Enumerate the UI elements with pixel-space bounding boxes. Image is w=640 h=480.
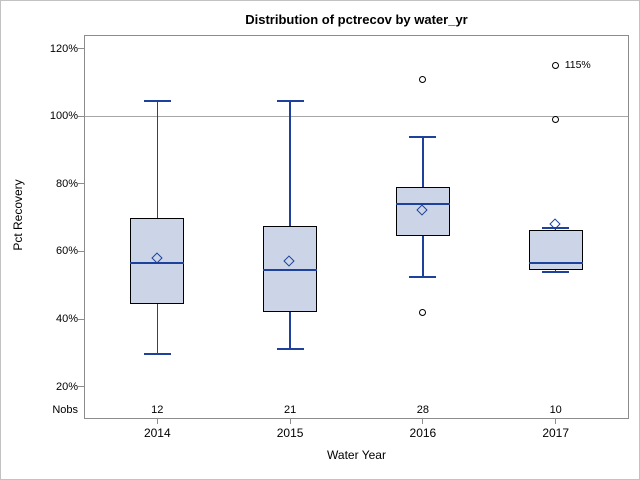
whisker-max-cap-2016 xyxy=(409,135,437,138)
whisker-min-cap-2016 xyxy=(409,275,437,278)
y-tick-label: 60% xyxy=(55,245,78,258)
y-tick-mark xyxy=(78,48,84,50)
outlier-2017 xyxy=(552,116,560,124)
x-tick-label: 2014 xyxy=(143,426,171,440)
median-line-2014 xyxy=(130,262,185,265)
outlier-2017 xyxy=(552,62,560,70)
outlier-label: 115% xyxy=(564,59,591,72)
outlier-2016 xyxy=(419,308,427,316)
y-tick-mark xyxy=(78,386,84,388)
nobs-row-label: Nobs xyxy=(52,404,78,416)
x-tick-mark xyxy=(422,419,424,424)
y-tick-label: 40% xyxy=(55,313,78,326)
x-tick-label: 2017 xyxy=(542,426,570,440)
whisker-upper-stem-2015 xyxy=(289,101,291,227)
y-tick-mark xyxy=(78,250,84,252)
reference-line xyxy=(85,115,628,117)
x-tick-mark xyxy=(156,419,158,424)
y-tick-mark xyxy=(78,183,84,185)
box-2016 xyxy=(395,187,450,237)
outlier-2016 xyxy=(419,75,427,83)
x-tick-label: 2016 xyxy=(409,426,437,440)
y-tick-label: 120% xyxy=(49,42,78,55)
y-tick-mark xyxy=(78,318,84,320)
nobs-value: 28 xyxy=(416,404,430,416)
whisker-max-cap-2015 xyxy=(276,100,304,103)
nobs-value: 12 xyxy=(151,404,164,416)
x-tick-mark xyxy=(289,419,291,424)
whisker-upper-stem-2016 xyxy=(422,136,424,188)
x-tick-label: 2015 xyxy=(276,426,304,440)
y-tick-label: 100% xyxy=(49,110,78,123)
whisker-lower-stem-2014 xyxy=(156,303,159,355)
whisker-max-cap-2014 xyxy=(143,100,171,103)
box-2014 xyxy=(130,217,185,304)
whisker-min-cap-2017 xyxy=(542,270,570,273)
nobs-value: 21 xyxy=(283,404,297,416)
whisker-lower-stem-2015 xyxy=(289,312,291,350)
whisker-upper-stem-2014 xyxy=(156,101,159,218)
x-tick-mark xyxy=(555,419,557,424)
whisker-max-cap-2017 xyxy=(542,226,570,229)
nobs-value: 10 xyxy=(549,404,562,416)
x-axis-title: Water Year xyxy=(327,448,386,462)
median-line-2017 xyxy=(528,262,583,265)
median-line-2016 xyxy=(395,203,450,206)
whisker-min-cap-2015 xyxy=(276,348,304,351)
y-tick-label: 20% xyxy=(55,380,78,393)
whisker-min-cap-2014 xyxy=(143,353,171,356)
median-line-2015 xyxy=(263,269,318,272)
whisker-lower-stem-2016 xyxy=(422,236,424,277)
y-axis-title: Pct Recovery xyxy=(11,179,25,251)
y-tick-label: 80% xyxy=(55,177,78,190)
chart-title: Distribution of pctrecov by water_yr xyxy=(245,12,468,27)
y-tick-mark xyxy=(78,115,84,117)
